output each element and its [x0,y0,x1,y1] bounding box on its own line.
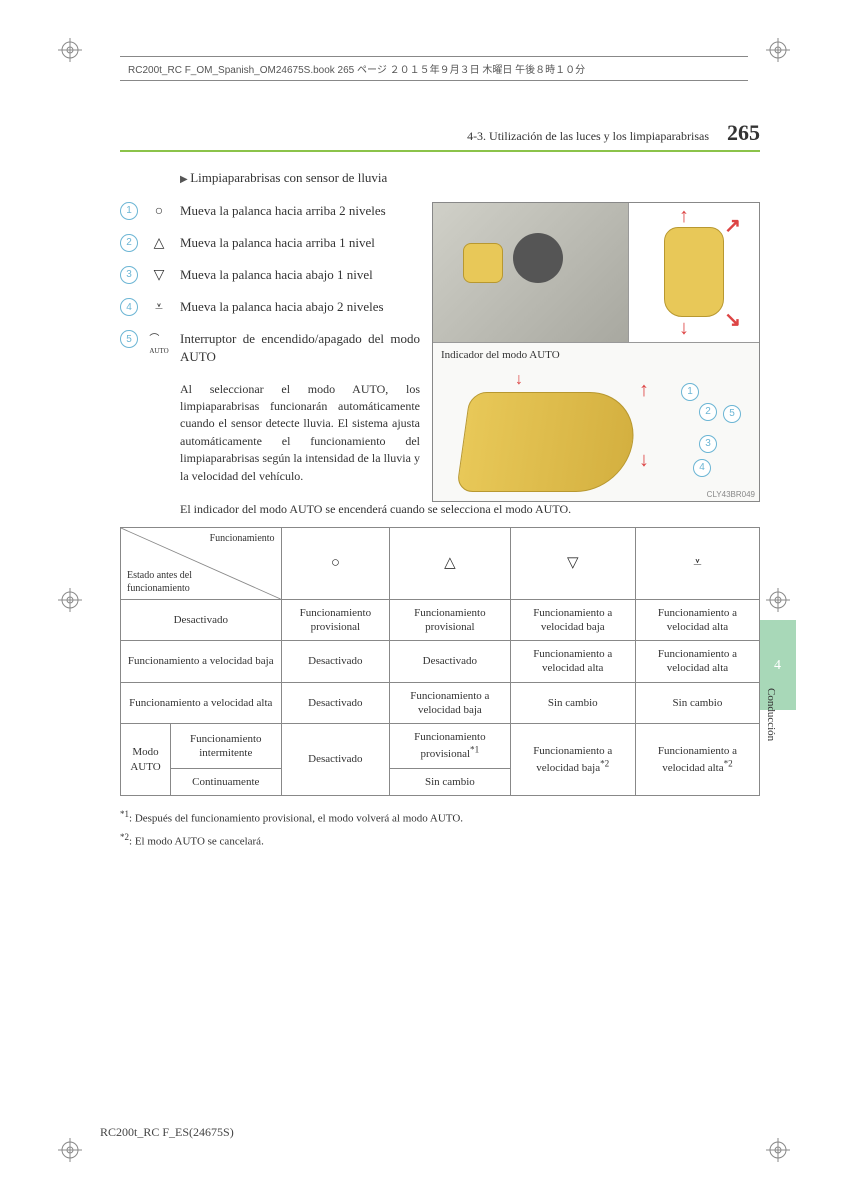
step-text: Mueva la palanca hacia arriba 1 nivel [180,234,420,252]
step-badge: 5 [120,330,138,348]
table-row: Funcionamiento a velocidad baja Desactiv… [121,641,760,683]
table-cell: Funcionamiento provisional*1 [390,724,510,768]
arrow-down-icon: ↓ [639,449,649,472]
col-header-circle-icon: ○ [281,527,390,599]
table-row: Desactivado Funcionamiento provisional F… [121,599,760,641]
callout-badge: 4 [693,459,711,477]
row-sublabel: Continuamente [171,768,282,795]
dashboard-photo [433,203,629,342]
triangle-up-icon: △ [148,234,170,251]
footnote: *1: Después del funcionamiento provision… [120,806,760,829]
step-text: Interruptor de encendido/apagado del mod… [180,330,420,366]
table-cell: Sin cambio [510,682,635,724]
step-text: Mueva la palanca hacia abajo 1 nivel [180,266,420,284]
arrow-up-icon: ↗ [724,213,741,238]
arrow-up-icon: ↑ [639,379,649,402]
image-code: CLY43BR049 [707,490,755,499]
table-row: Modo AUTO Funcionamiento intermitente De… [121,724,760,768]
col-header-double-triangle-icon: ⩡ [635,527,759,599]
crop-mark-icon [58,38,82,62]
indicator-note: El indicador del modo AUTO se encenderá … [180,502,760,517]
crop-mark-icon [766,588,790,612]
step-badge: 1 [120,202,138,220]
table-cell: Funcionamiento a velocidad alta*2 [635,724,759,796]
footer-code: RC200t_RC F_ES(24675S) [100,1125,234,1140]
table-cell: Funcionamiento a velocidad baja [390,682,510,724]
print-header: RC200t_RC F_OM_Spanish_OM24675S.book 265… [120,56,748,81]
row-label: Modo AUTO [121,724,171,796]
row-label: Desactivado [121,599,282,641]
crop-mark-icon [766,38,790,62]
chapter-number: 4 [774,658,781,674]
footnotes: *1: Después del funcionamiento provision… [120,806,760,853]
circle-icon: ○ [148,202,170,218]
mode-indicator-label: Indicador del modo AUTO [441,349,751,361]
table-cell: Funcionamiento a velocidad alta [635,599,759,641]
col-header-triangle-up-icon: △ [390,527,510,599]
header-divider [120,150,760,152]
step-item: 3 ▽ Mueva la palanca hacia abajo 1 nivel [120,266,420,284]
arrow-up-icon: ↑ [679,205,689,228]
table-cell: Funcionamiento provisional [281,599,390,641]
crop-mark-icon [766,1138,790,1162]
table-cell: Funcionamiento a velocidad baja*2 [510,724,635,796]
table-header-diagonal: Funcionamiento Estado antes del funciona… [121,527,282,599]
table-cell: Desactivado [281,682,390,724]
footnote: *2: El modo AUTO se cancelará. [120,829,760,852]
stalk-illustration [456,392,640,492]
double-triangle-down-icon: ⩡ [148,298,170,315]
page-number: 265 [727,120,760,146]
callout-badge: 2 [699,403,717,421]
step-item: 1 ○ Mueva la palanca hacia arriba 2 nive… [120,202,420,220]
table-cell: Funcionamiento a velocidad alta [510,641,635,683]
crop-mark-icon [58,588,82,612]
row-label: Funcionamiento a velocidad alta [121,682,282,724]
table-cell: Funcionamiento provisional [390,599,510,641]
wiper-stalk-diagram: ↑ ↗ ↘ ↓ Indicador del modo AUTO ↑ ↓ 1 2 … [432,202,760,502]
table-cell: Sin cambio [635,682,759,724]
crop-mark-icon [58,1138,82,1162]
table-cell: Funcionamiento a velocidad alta [635,641,759,683]
table-cell: Desactivado [281,724,390,796]
row-label: Funcionamiento a velocidad baja [121,641,282,683]
callout-badge: 1 [681,383,699,401]
step-item: 2 △ Mueva la palanca hacia arriba 1 nive… [120,234,420,252]
arrow-down-icon: ↓ [515,371,523,389]
wiper-operation-table: Funcionamiento Estado antes del funciona… [120,527,760,796]
step-item: 5 ⌒AUTO Interruptor de encendido/apagado… [120,330,420,366]
row-sublabel: Funcionamiento intermitente [171,724,282,768]
chapter-label: Conducción [765,688,777,741]
chapter-tab: 4 Conducción [760,620,796,710]
table-cell: Funcionamiento a velocidad baja [510,599,635,641]
page-header: 4-3. Utilización de las luces y los limp… [120,120,760,146]
arrow-down-icon: ↘ [724,307,741,332]
step-badge: 2 [120,234,138,252]
arrow-down-icon: ↓ [679,317,689,340]
step-text: Mueva la palanca hacia arriba 2 niveles [180,202,420,220]
auto-description: Al seleccionar el modo AUTO, los limpiap… [180,381,420,485]
step-text: Mueva la palanca hacia abajo 2 niveles [180,298,420,316]
table-row: Funcionamiento a velocidad alta Desactiv… [121,682,760,724]
col-header-triangle-down-icon: ▽ [510,527,635,599]
subtitle: Limpiaparabrisas con sensor de lluvia [180,170,760,186]
triangle-down-icon: ▽ [148,266,170,283]
table-cell: Desactivado [390,641,510,683]
table-cell: Desactivado [281,641,390,683]
section-title: 4-3. Utilización de las luces y los limp… [467,129,709,144]
table-cell: Sin cambio [390,768,510,795]
callout-badge: 3 [699,435,717,453]
callout-badge: 5 [723,405,741,423]
step-badge: 3 [120,266,138,284]
step-item: 4 ⩡ Mueva la palanca hacia abajo 2 nivel… [120,298,420,316]
wiper-auto-icon: ⌒AUTO [148,330,170,356]
step-badge: 4 [120,298,138,316]
stalk-detail-photo: ↑ ↗ ↘ ↓ [629,203,759,342]
